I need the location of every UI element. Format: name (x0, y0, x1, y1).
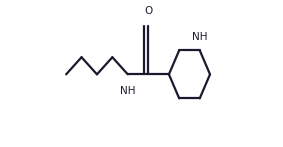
Text: NH: NH (120, 86, 136, 96)
Text: O: O (144, 6, 153, 16)
Text: NH: NH (192, 32, 207, 42)
